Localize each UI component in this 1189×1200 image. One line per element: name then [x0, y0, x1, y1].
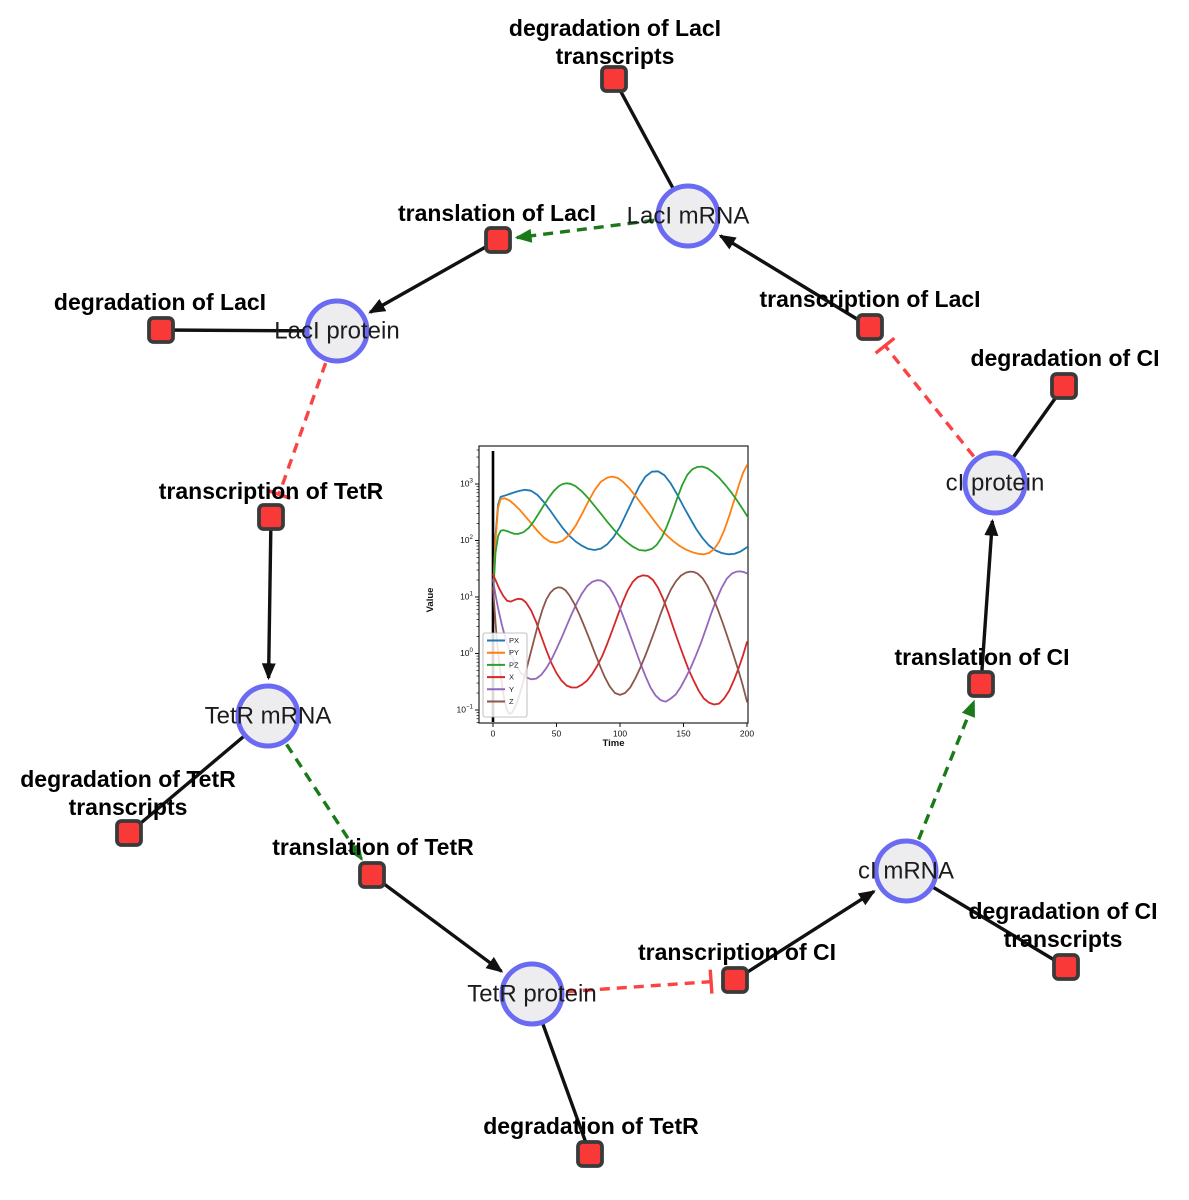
- species-node-ci-mrna[interactable]: [873, 838, 939, 904]
- reaction-node-degradation-of-ci-transcripts[interactable]: [1052, 953, 1080, 981]
- reaction-label-transcription-of-ci: transcription of CI: [638, 939, 836, 965]
- series-PY: [492, 464, 748, 584]
- x-tick-label: 150: [676, 729, 690, 739]
- edge-translation-of-tetr-to-tetr-protein: [370, 873, 504, 973]
- reaction-node-transcription-of-laci[interactable]: [856, 313, 884, 341]
- edge-ci-mrna-to-translation-of-ci: [904, 699, 976, 872]
- reaction-label-translation-of-laci: translation of LacI: [398, 200, 596, 226]
- legend-label-X: X: [509, 673, 514, 682]
- reaction-node-translation-of-ci[interactable]: [967, 670, 995, 698]
- reaction-label-transcription-of-laci: transcription of LacI: [759, 286, 980, 312]
- reaction-node-degradation-of-tetr-transcripts[interactable]: [115, 819, 143, 847]
- reaction-label-degradation-of-laci-transcripts: degradation of LacI transcripts: [509, 15, 721, 69]
- reaction-node-transcription-of-ci[interactable]: [721, 966, 749, 994]
- y-tick-label: 10−1: [456, 704, 473, 715]
- edge-transcription-of-laci-to-laci-mrna: [718, 234, 871, 329]
- y-tick-label: 100: [460, 647, 473, 658]
- legend-label-Z: Z: [509, 697, 514, 706]
- species-label-laci-mrna: LacI mRNA: [627, 203, 750, 230]
- legend-label-PY: PY: [509, 648, 519, 657]
- reaction-node-transcription-of-tetr[interactable]: [257, 503, 285, 531]
- x-axis-label: Time: [602, 738, 624, 749]
- species-label-laci-protein: LacI protein: [274, 318, 399, 345]
- reaction-node-translation-of-laci[interactable]: [484, 226, 512, 254]
- reaction-label-degradation-of-ci: degradation of CI: [970, 345, 1159, 371]
- species-node-laci-mrna[interactable]: [655, 183, 721, 249]
- legend-label-PX: PX: [509, 636, 519, 645]
- reaction-label-degradation-of-tetr-transcripts: degradation of TetR transcripts: [20, 766, 236, 820]
- series-X: [492, 573, 748, 706]
- species-node-tetr-mrna[interactable]: [235, 683, 301, 749]
- x-tick-label: 100: [613, 729, 627, 739]
- edge-laci-protein-to-transcription-of-tetr-tbar: [267, 488, 291, 500]
- edge-transcription-of-ci-to-ci-mrna: [734, 889, 876, 982]
- x-tick-label: 200: [740, 729, 754, 739]
- series-PX: [492, 470, 748, 581]
- species-label-ci-mrna: cI mRNA: [858, 858, 954, 885]
- y-axis-label: Value: [425, 588, 436, 613]
- legend-label-Y: Y: [509, 685, 514, 694]
- reaction-label-degradation-of-laci: degradation of LacI: [54, 289, 266, 315]
- x-tick-label: 0: [491, 729, 496, 739]
- edge-tetr-mrna-to-translation-of-tetr: [266, 715, 364, 861]
- edge-ci-protein-to-transcription-of-laci-tbar: [874, 336, 896, 355]
- series-PZ: [492, 465, 748, 589]
- y-tick-label: 103: [460, 478, 473, 489]
- edge-laci-protein-to-transcription-of-tetr: [277, 330, 339, 495]
- reaction-label-degradation-of-tetr: degradation of TetR: [483, 1113, 699, 1139]
- x-tick-label: 50: [552, 729, 562, 739]
- reaction-node-degradation-of-ci[interactable]: [1050, 372, 1078, 400]
- edge-translation-of-laci-to-laci-protein: [368, 238, 499, 314]
- series-Y: [492, 570, 748, 703]
- species-label-tetr-mrna: TetR mRNA: [205, 703, 332, 730]
- edge-laci-mrna-to-translation-of-laci: [514, 214, 689, 243]
- y-tick-label: 101: [460, 591, 473, 602]
- reaction-node-degradation-of-laci-transcripts[interactable]: [600, 65, 628, 93]
- edge-tetr-protein-to-transcription-of-ci-tbar: [708, 969, 714, 994]
- species-node-ci-protein[interactable]: [962, 450, 1028, 516]
- species-label-tetr-protein: TetR protein: [467, 981, 596, 1008]
- edge-ci-protein-to-transcription-of-laci: [883, 344, 997, 485]
- legend-box: [482, 632, 528, 718]
- reaction-label-translation-of-tetr: translation of TetR: [272, 834, 474, 860]
- species-node-tetr-protein[interactable]: [499, 961, 565, 1027]
- edge-tetr-protein-to-transcription-of-ci: [531, 979, 712, 996]
- reaction-node-degradation-of-laci[interactable]: [147, 316, 175, 344]
- edge-transcription-of-tetr-to-tetr-mrna: [261, 516, 276, 681]
- reaction-label-transcription-of-tetr: transcription of TetR: [159, 478, 384, 504]
- y-tick-label: 102: [460, 534, 473, 545]
- species-node-laci-protein[interactable]: [304, 298, 370, 364]
- reaction-label-degradation-of-ci-transcripts: degradation of CI transcripts: [968, 898, 1157, 952]
- legend-label-PZ: PZ: [509, 660, 519, 669]
- inset-chart-svg: 103 102 101 100 10−1 0 50 100 150 200 Time Value PX P…: [425, 445, 754, 749]
- species-label-ci-protein: cI protein: [946, 470, 1045, 497]
- reaction-label-translation-of-ci: translation of CI: [894, 644, 1069, 670]
- inset-chart: 103 102 101 100 10−1 0 50 100 150 200 Time Value PX P…: [425, 437, 775, 772]
- reaction-node-degradation-of-tetr[interactable]: [576, 1140, 604, 1168]
- reaction-node-translation-of-tetr[interactable]: [358, 861, 386, 889]
- edge-translation-of-ci-to-ci-protein: [979, 518, 999, 685]
